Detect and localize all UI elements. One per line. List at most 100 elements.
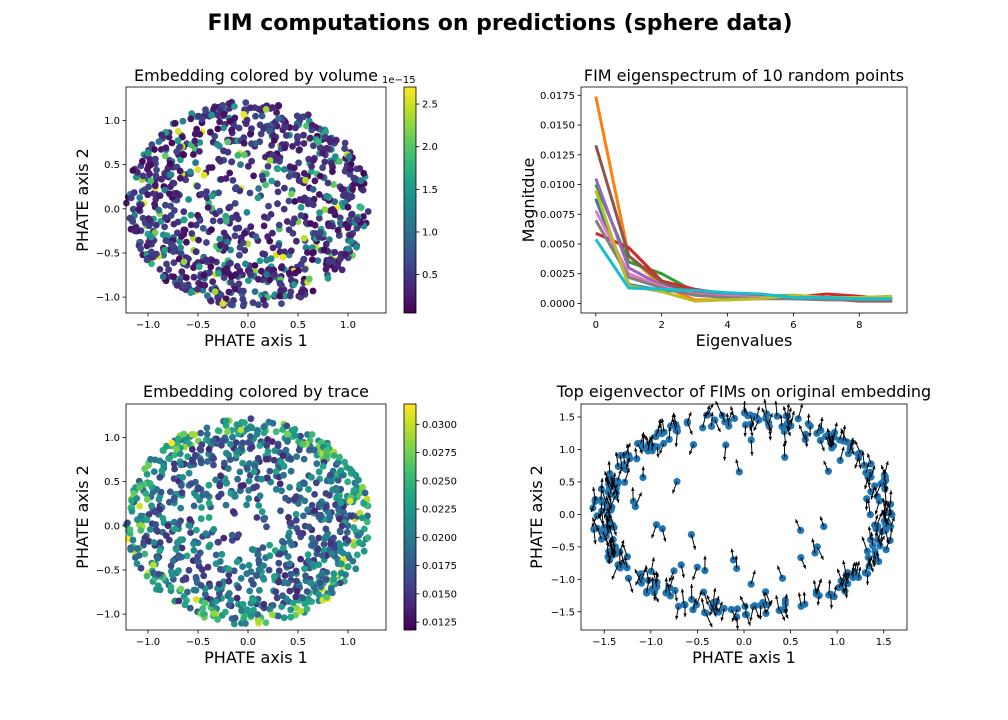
scatter-point (220, 459, 228, 467)
figure-suptitle: FIM computations on predictions (sphere … (208, 11, 793, 36)
scatter-point (288, 190, 295, 198)
eigenvector-arrowhead (607, 509, 611, 514)
eigenvector-arrowhead (881, 535, 885, 540)
scatter-point (190, 586, 198, 594)
scatter-point (217, 176, 225, 183)
scatter-point (229, 433, 236, 441)
scatter-point (267, 255, 275, 263)
scatter-point (297, 260, 305, 268)
scatter-point (323, 192, 331, 200)
y-tick-label: 0.0100 (540, 180, 575, 191)
eigenvector-arrowhead (611, 538, 615, 543)
scatter-point (216, 590, 223, 597)
scatter-point (294, 139, 301, 147)
eigenvector-arrowhead (618, 561, 622, 566)
scatter-point (180, 258, 188, 266)
scatter-point (197, 582, 205, 589)
scatter-point (233, 558, 241, 566)
eigenvector-arrowhead (879, 542, 883, 547)
scatter-point (231, 200, 239, 207)
scatter-point (286, 560, 294, 567)
scatter-point (295, 446, 303, 454)
scatter-point (258, 267, 265, 275)
scatter-point (349, 185, 356, 193)
scatter-point (232, 439, 240, 446)
scatter-point (161, 152, 169, 160)
eigenspectrum-ticks: 0 2 4 6 8 0.0000 0.0025 0.0050 0.0075 0.0100 0.012… (540, 91, 862, 331)
scatter-point (338, 522, 346, 530)
x-tick-label: −1.0 (639, 637, 663, 648)
eigenvector-arrowhead (670, 575, 675, 580)
colorbar-tick-label: 0.0200 (422, 533, 457, 544)
scatter-point (359, 186, 367, 194)
scatter-point (219, 102, 227, 109)
scatter-point (187, 221, 195, 229)
eigenvector-arrowhead (619, 467, 624, 471)
scatter-point (246, 460, 253, 467)
scatter-point (225, 577, 233, 585)
scatter-point (297, 607, 305, 615)
scatter-point (336, 542, 344, 550)
eigenvector-arrowhead (817, 423, 821, 428)
x-tick-label: −0.5 (685, 637, 709, 648)
colorbar-tick-label: 0.0275 (422, 448, 457, 459)
scatter-point (255, 566, 263, 574)
scatter-point (197, 515, 205, 523)
scatter-point (162, 214, 169, 221)
scatter-point (348, 211, 355, 219)
scatter-point (347, 232, 355, 239)
scatter-point (263, 523, 270, 531)
scatter-point (304, 557, 312, 565)
scatter-point (248, 157, 256, 165)
eigenvector-arrowhead (787, 432, 791, 437)
colorbar-tick-label: 2.5 (422, 100, 438, 111)
eigenvector-arrowhead (846, 572, 851, 576)
scatter-point (322, 128, 329, 136)
scatter-point (199, 605, 207, 612)
scatter-point (223, 417, 230, 425)
scatter-point (173, 281, 181, 289)
scatter-point (282, 132, 290, 139)
x-tick-label: 4 (724, 320, 730, 331)
eigenvector-arrowhead (590, 508, 595, 513)
eigenvector-arrowhead (870, 532, 874, 536)
scatter-point (343, 528, 351, 536)
eigenvector-arrowhead (717, 428, 721, 433)
eigenvector-arrowhead (683, 613, 687, 618)
scatter-point (321, 158, 329, 166)
scatter-point (263, 442, 271, 449)
scatter-point (130, 489, 138, 497)
scatter-point (306, 446, 313, 454)
panel-volume: Embedding colored by volume −1.0 −0.5 0.0 0… (73, 66, 438, 350)
scatter-point (287, 455, 294, 462)
scatter-point (198, 504, 205, 511)
eigenvector-arrowhead (591, 523, 595, 528)
scatter-point (128, 507, 136, 515)
scatter-point (192, 573, 200, 581)
eigenvector-arrowhead (877, 539, 881, 544)
scatter-point (280, 462, 288, 470)
scatter-point (145, 183, 153, 191)
scatter-point (173, 148, 181, 156)
scatter-point (334, 476, 342, 484)
scatter-point (266, 157, 274, 164)
eigenvector-arrowhead (602, 509, 606, 513)
scatter-point (158, 131, 165, 139)
eigenvector-arrowhead (592, 487, 596, 491)
eigenvector-arrowhead (821, 447, 825, 452)
scatter-point (279, 592, 286, 600)
scatter-point (141, 550, 149, 558)
series-line-8 (594, 190, 893, 303)
y-tick-label: −1.0 (96, 293, 120, 304)
scatter-point (255, 185, 262, 192)
scatter-point (216, 142, 223, 150)
scatter-point (176, 167, 184, 175)
scatter-point (341, 145, 348, 153)
scatter-point (141, 465, 149, 473)
scatter-point (227, 596, 235, 604)
scatter-point (315, 191, 323, 198)
scatter-point (301, 266, 309, 273)
eigenvector-arrowhead (713, 587, 717, 592)
scatter-point (246, 587, 254, 595)
scatter-point (311, 177, 319, 185)
